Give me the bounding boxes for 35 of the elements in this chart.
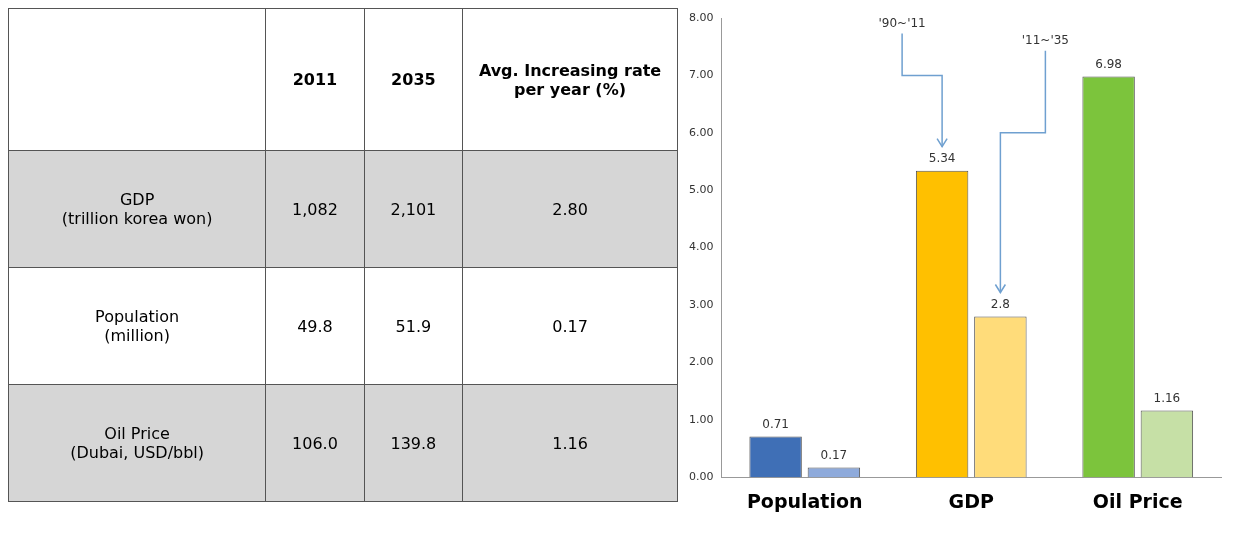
data-label: 5.34 — [928, 150, 956, 165]
y-tick-label: 5.00 — [688, 183, 714, 197]
category-label: Oil Price (Dubai, USD/bbl) — [70, 424, 205, 462]
data-label: 0.17 — [820, 447, 848, 462]
y-tick-label: 0.00 — [688, 470, 714, 484]
text: 51.9 — [395, 316, 432, 336]
annotation: '90~'11 — [878, 15, 926, 30]
y-tick-label: 7.00 — [688, 68, 714, 82]
y-tick-label: 3.00 — [688, 297, 714, 311]
category-label: Population (million) — [95, 307, 180, 345]
data-label: 1.16 — [1153, 390, 1181, 405]
category-label: Avg. Increasing rate per year (%) — [478, 60, 662, 99]
x-tick-label: Population — [746, 489, 863, 512]
y-tick-label: 2.00 — [688, 355, 714, 369]
text: 139.8 — [390, 433, 437, 453]
y-tick-label: 8.00 — [688, 10, 714, 24]
data-label: 2.8 — [990, 296, 1010, 311]
text: 106.0 — [292, 433, 338, 453]
text: 1.16 — [552, 433, 588, 453]
x-tick-label: GDP — [948, 489, 994, 512]
text: 0.17 — [552, 316, 588, 336]
annotation: '11~'35 — [1021, 32, 1069, 47]
category-label: 2011 — [292, 70, 338, 89]
text: 2,101 — [390, 199, 437, 219]
x-tick-label: Oil Price — [1092, 489, 1183, 512]
text: 1,082 — [292, 199, 338, 219]
data-label: 0.71 — [762, 416, 789, 431]
y-tick-label: 6.00 — [688, 125, 714, 139]
y-tick-label: 1.00 — [688, 412, 714, 426]
text: 2.80 — [552, 199, 588, 219]
data-label: 6.98 — [1095, 56, 1122, 71]
category-label: 2035 — [391, 70, 436, 89]
text: 49.8 — [297, 316, 333, 336]
category-label: GDP (trillion korea won) — [61, 190, 213, 228]
y-tick-label: 4.00 — [688, 240, 714, 254]
